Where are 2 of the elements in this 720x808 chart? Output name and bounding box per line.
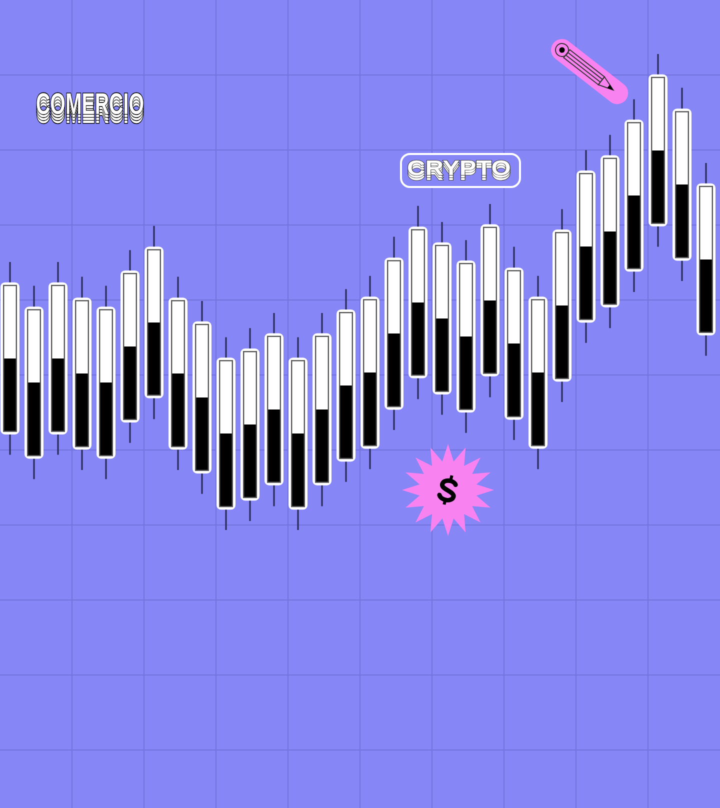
text: COMERCIO bbox=[36, 88, 144, 122]
annotation: CRYPTO bbox=[407, 156, 511, 180]
